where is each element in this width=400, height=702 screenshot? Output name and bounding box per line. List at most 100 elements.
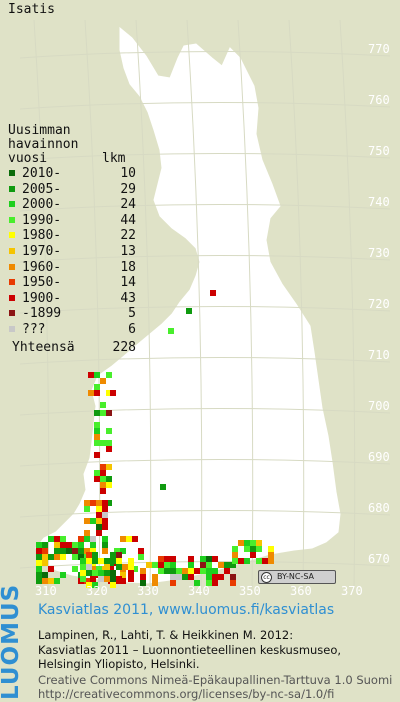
license-url[interactable]: http://creativecommons.org/licenses/by-n… <box>38 687 335 701</box>
record-marker <box>128 570 134 576</box>
record-marker <box>200 562 206 568</box>
record-marker <box>206 562 212 568</box>
record-marker <box>92 558 98 564</box>
y-tick-label: 730 <box>368 246 390 260</box>
record-marker <box>116 576 122 582</box>
record-marker <box>230 562 236 568</box>
record-marker <box>96 524 102 530</box>
legend-total-label: Yhteensä <box>12 339 75 355</box>
record-marker <box>170 574 176 580</box>
legend-count: 13 <box>120 243 136 259</box>
x-tick-label: 320 <box>86 584 108 598</box>
record-marker <box>218 562 224 568</box>
record-marker <box>256 546 262 552</box>
legend-header-line: havainnon <box>8 137 79 152</box>
y-tick-label: 680 <box>368 501 390 515</box>
record-marker <box>140 580 146 586</box>
y-tick-label: 740 <box>368 195 390 209</box>
record-marker <box>106 446 112 452</box>
record-marker <box>250 546 256 552</box>
grid-line <box>19 50 391 59</box>
record-marker <box>106 440 112 446</box>
record-marker <box>98 576 104 582</box>
record-marker <box>164 562 170 568</box>
map-canvas <box>19 19 391 591</box>
record-marker <box>106 390 112 396</box>
record-marker <box>72 554 78 560</box>
legend-count: 29 <box>120 181 136 197</box>
record-marker <box>138 548 144 554</box>
legend-row: 1990- 44 <box>8 213 136 229</box>
record-marker <box>86 570 92 576</box>
record-marker <box>78 542 84 548</box>
record-marker <box>100 488 106 494</box>
record-marker <box>106 410 112 416</box>
record-marker <box>256 558 262 564</box>
citation-line: Helsingin Yliopisto, Helsinki. <box>38 657 200 671</box>
record-marker <box>224 568 230 574</box>
y-tick-label: 690 <box>368 450 390 464</box>
legend-count: 10 <box>120 166 136 181</box>
record-marker <box>110 582 116 588</box>
record-marker <box>60 548 66 554</box>
record-marker <box>84 506 90 512</box>
record-marker <box>224 562 230 568</box>
license-badge-text: BY-NC-SA <box>277 572 315 581</box>
record-marker <box>78 548 84 554</box>
record-marker <box>244 558 250 564</box>
legend-swatch <box>9 170 15 176</box>
record-marker <box>104 570 110 576</box>
legend-count: 43 <box>120 290 136 306</box>
record-marker <box>188 574 194 580</box>
site-link[interactable]: Kasviatlas 2011, www.luomus.fi/kasviatla… <box>38 602 335 618</box>
record-marker <box>66 542 72 548</box>
record-marker <box>238 540 244 546</box>
record-marker <box>168 328 174 334</box>
record-marker <box>110 390 116 396</box>
x-tick-label: 360 <box>290 584 312 598</box>
record-marker <box>90 500 96 506</box>
record-marker <box>152 562 158 568</box>
record-marker <box>256 540 262 546</box>
record-marker <box>200 568 206 574</box>
record-marker <box>94 372 100 378</box>
record-marker <box>94 422 100 428</box>
record-marker <box>146 562 152 568</box>
record-marker <box>158 568 164 574</box>
legend-swatch <box>9 279 15 286</box>
y-tick-label: 670 <box>368 552 390 566</box>
legend-row: 1980- 22 <box>8 228 136 244</box>
record-marker <box>170 568 176 574</box>
record-marker <box>100 410 106 416</box>
legend-row: -1899 5 <box>8 306 136 322</box>
record-marker <box>36 566 42 572</box>
record-marker <box>106 428 112 434</box>
legend-rows: 2010- 10 2005- 29 2000- 24 1990- 44 1980- 22 1970-… <box>8 166 136 338</box>
legend-count: 5 <box>128 306 136 322</box>
record-marker <box>86 564 92 570</box>
legend-row: 1960- 18 <box>8 260 136 276</box>
record-marker <box>268 558 274 564</box>
record-marker <box>212 568 218 574</box>
record-marker <box>72 548 78 554</box>
record-marker <box>54 578 60 584</box>
grid-line <box>19 101 391 110</box>
record-marker <box>94 390 100 396</box>
grid-line <box>288 19 305 591</box>
record-marker <box>94 434 100 440</box>
record-marker <box>42 542 48 548</box>
record-marker <box>182 574 188 580</box>
record-marker <box>90 548 96 554</box>
record-marker <box>36 548 42 554</box>
grid-line <box>19 509 391 518</box>
record-marker <box>92 582 98 588</box>
record-marker <box>90 518 96 524</box>
legend-row: 2005- 29 <box>8 182 136 198</box>
citation-line: Kasviatlas 2011 – Luonnontieteellinen ke… <box>38 643 342 657</box>
record-marker <box>72 542 78 548</box>
grid-line <box>186 19 203 591</box>
record-marker <box>158 562 164 568</box>
y-tick-label: 760 <box>368 93 390 107</box>
legend-count: 18 <box>120 259 136 275</box>
record-marker <box>102 512 108 518</box>
